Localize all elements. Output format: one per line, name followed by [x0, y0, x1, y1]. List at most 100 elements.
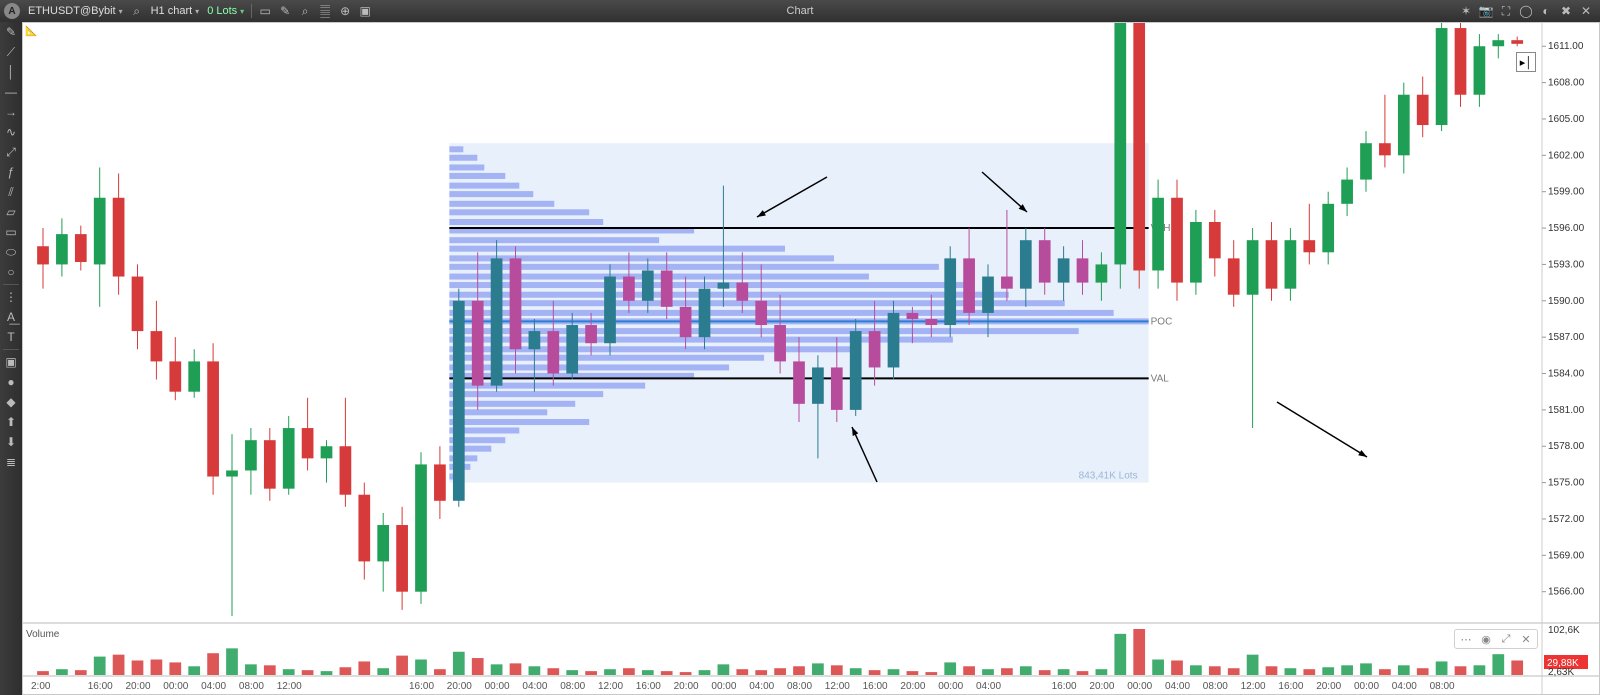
- candle[interactable]: [793, 361, 805, 403]
- draw-tool-13[interactable]: ⋮: [0, 288, 22, 306]
- candle[interactable]: [661, 270, 673, 306]
- volume-bar[interactable]: [755, 670, 767, 675]
- volume-bar[interactable]: [642, 670, 654, 675]
- tb-tool-3[interactable]: 𝄛: [315, 1, 335, 21]
- candle[interactable]: [1133, 22, 1145, 270]
- candle[interactable]: [245, 440, 257, 470]
- candle[interactable]: [850, 331, 862, 410]
- candle[interactable]: [472, 301, 484, 386]
- draw-tool-3[interactable]: —: [0, 83, 22, 101]
- candle[interactable]: [1341, 180, 1353, 204]
- volume-bar[interactable]: [1455, 666, 1467, 675]
- volume-bar[interactable]: [1096, 669, 1108, 675]
- candle[interactable]: [340, 446, 352, 494]
- candle[interactable]: [1058, 258, 1070, 282]
- candle[interactable]: [642, 270, 654, 300]
- draw-tool-21[interactable]: ≣: [0, 453, 22, 471]
- candle[interactable]: [358, 495, 370, 562]
- candle[interactable]: [1455, 28, 1467, 95]
- candle[interactable]: [434, 464, 446, 500]
- volume-bar[interactable]: [415, 660, 427, 675]
- candle[interactable]: [1492, 40, 1504, 46]
- candle[interactable]: [623, 277, 635, 301]
- volume-bar[interactable]: [736, 669, 748, 675]
- volume-bar[interactable]: [680, 672, 692, 675]
- candle[interactable]: [415, 464, 427, 591]
- volume-bar[interactable]: [963, 666, 975, 675]
- volume-bar[interactable]: [1077, 671, 1089, 675]
- symbol-selector[interactable]: ETHUSDT@Bybit: [24, 0, 127, 22]
- tb-right-5[interactable]: ✖: [1556, 1, 1576, 21]
- volume-bar[interactable]: [302, 670, 314, 675]
- candle[interactable]: [1020, 240, 1032, 288]
- volume-bar[interactable]: [812, 663, 824, 675]
- candle[interactable]: [264, 440, 276, 488]
- volume-bar[interactable]: [1322, 667, 1334, 675]
- candle[interactable]: [151, 331, 163, 361]
- volume-bar[interactable]: [1152, 660, 1164, 675]
- tb-right-1[interactable]: 📷: [1476, 1, 1496, 21]
- volume-bar[interactable]: [1285, 668, 1297, 675]
- tb-tool-1[interactable]: ✎: [275, 1, 295, 21]
- candle[interactable]: [1322, 204, 1334, 252]
- candle[interactable]: [547, 331, 559, 373]
- volume-bar[interactable]: [169, 662, 181, 675]
- draw-tool-11[interactable]: ⬭: [0, 243, 22, 261]
- volume-bar[interactable]: [1303, 669, 1315, 675]
- candle[interactable]: [963, 258, 975, 313]
- tb-right-4[interactable]: ◐: [1536, 1, 1556, 21]
- candle[interactable]: [1209, 222, 1221, 258]
- draw-tool-12[interactable]: ○: [0, 263, 22, 281]
- volume-bar[interactable]: [340, 667, 352, 675]
- candle[interactable]: [1511, 40, 1523, 44]
- candle[interactable]: [925, 319, 937, 325]
- tb-right-3[interactable]: ◯: [1516, 1, 1536, 21]
- candle[interactable]: [888, 313, 900, 368]
- volume-bar[interactable]: [75, 670, 87, 675]
- candle[interactable]: [1474, 46, 1486, 94]
- volume-bar[interactable]: [1492, 654, 1504, 675]
- volume-bar[interactable]: [1228, 668, 1240, 675]
- volume-bar[interactable]: [94, 657, 106, 675]
- volume-bar[interactable]: [321, 671, 333, 675]
- candle[interactable]: [169, 361, 181, 391]
- volume-bar[interactable]: [1436, 661, 1448, 675]
- candle[interactable]: [718, 283, 730, 289]
- candle[interactable]: [812, 367, 824, 403]
- draw-tool-8[interactable]: ⫽: [0, 183, 22, 201]
- draw-tool-10[interactable]: ▭: [0, 223, 22, 241]
- volume-bar[interactable]: [547, 668, 559, 675]
- volume-bar[interactable]: [793, 666, 805, 675]
- candle[interactable]: [1114, 22, 1126, 264]
- candle[interactable]: [37, 246, 49, 264]
- volume-bar[interactable]: [888, 669, 900, 675]
- candle[interactable]: [1379, 143, 1391, 155]
- candle[interactable]: [132, 277, 144, 332]
- candle[interactable]: [1303, 240, 1315, 252]
- candle[interactable]: [1152, 198, 1164, 271]
- volume-bar[interactable]: [188, 666, 200, 675]
- volume-bar[interactable]: [226, 648, 238, 675]
- candle[interactable]: [1285, 240, 1297, 288]
- volume-bar[interactable]: [604, 669, 616, 675]
- volume-bar[interactable]: [283, 669, 295, 675]
- draw-tool-9[interactable]: ▱: [0, 203, 22, 221]
- vol-close-icon[interactable]: ✕: [1517, 632, 1535, 646]
- candle[interactable]: [491, 258, 503, 385]
- candle[interactable]: [1228, 258, 1240, 294]
- volume-bar[interactable]: [944, 662, 956, 675]
- candle[interactable]: [831, 367, 843, 409]
- volume-bar[interactable]: [1039, 670, 1051, 675]
- draw-tool-18[interactable]: ◆: [0, 393, 22, 411]
- volume-bar[interactable]: [491, 664, 503, 675]
- volume-bar[interactable]: [56, 669, 68, 675]
- volume-bar[interactable]: [1171, 660, 1183, 675]
- volume-bar[interactable]: [1474, 665, 1486, 675]
- candle[interactable]: [207, 361, 219, 476]
- candle[interactable]: [907, 313, 919, 319]
- volume-bar[interactable]: [1209, 666, 1221, 675]
- candle[interactable]: [566, 325, 578, 373]
- candle[interactable]: [699, 289, 711, 337]
- volume-bar[interactable]: [585, 671, 597, 675]
- tb-right-6[interactable]: ✕: [1576, 1, 1596, 21]
